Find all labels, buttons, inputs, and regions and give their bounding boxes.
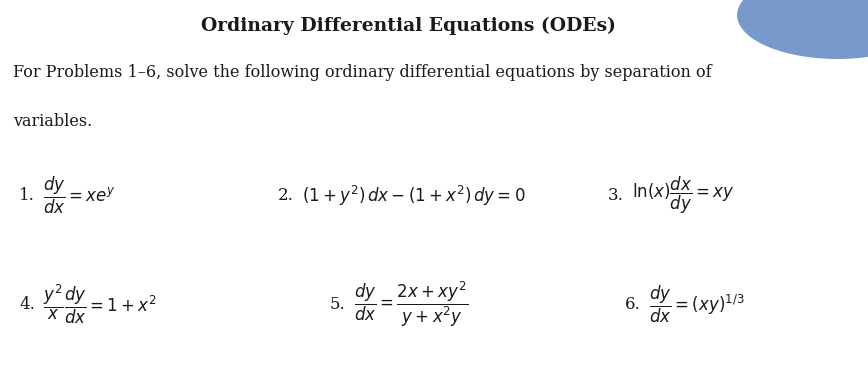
Text: 5.: 5. [330, 296, 345, 313]
Text: 2.: 2. [278, 187, 293, 204]
Text: $\dfrac{y^2}{x}\dfrac{dy}{dx} = 1 + x^2$: $\dfrac{y^2}{x}\dfrac{dy}{dx} = 1 + x^2$ [43, 283, 157, 326]
Text: variables.: variables. [13, 113, 92, 130]
Text: $\dfrac{dy}{dx} = (xy)^{1/3}$: $\dfrac{dy}{dx} = (xy)^{1/3}$ [649, 284, 745, 325]
Text: $\dfrac{dy}{dx} = xe^y$: $\dfrac{dy}{dx} = xe^y$ [43, 175, 116, 216]
Text: $(1 + y^2)\,dx - (1 + x^2)\,dy = 0$: $(1 + y^2)\,dx - (1 + x^2)\,dy = 0$ [302, 183, 525, 208]
Text: $\dfrac{dy}{dx} = \dfrac{2x + xy^2}{y + x^2 y}$: $\dfrac{dy}{dx} = \dfrac{2x + xy^2}{y + … [354, 280, 468, 329]
Circle shape [738, 0, 868, 58]
Text: 1.: 1. [19, 187, 35, 204]
Text: 3.: 3. [608, 187, 623, 204]
Text: 6.: 6. [625, 296, 641, 313]
Text: 4.: 4. [19, 296, 35, 313]
Text: Ordinary Differential Equations (ODEs): Ordinary Differential Equations (ODEs) [201, 17, 615, 35]
Text: For Problems 1–6, solve the following ordinary differential equations by separat: For Problems 1–6, solve the following or… [13, 64, 712, 81]
Text: $\ln(x)\dfrac{dx}{dy} = xy$: $\ln(x)\dfrac{dx}{dy} = xy$ [632, 175, 734, 216]
